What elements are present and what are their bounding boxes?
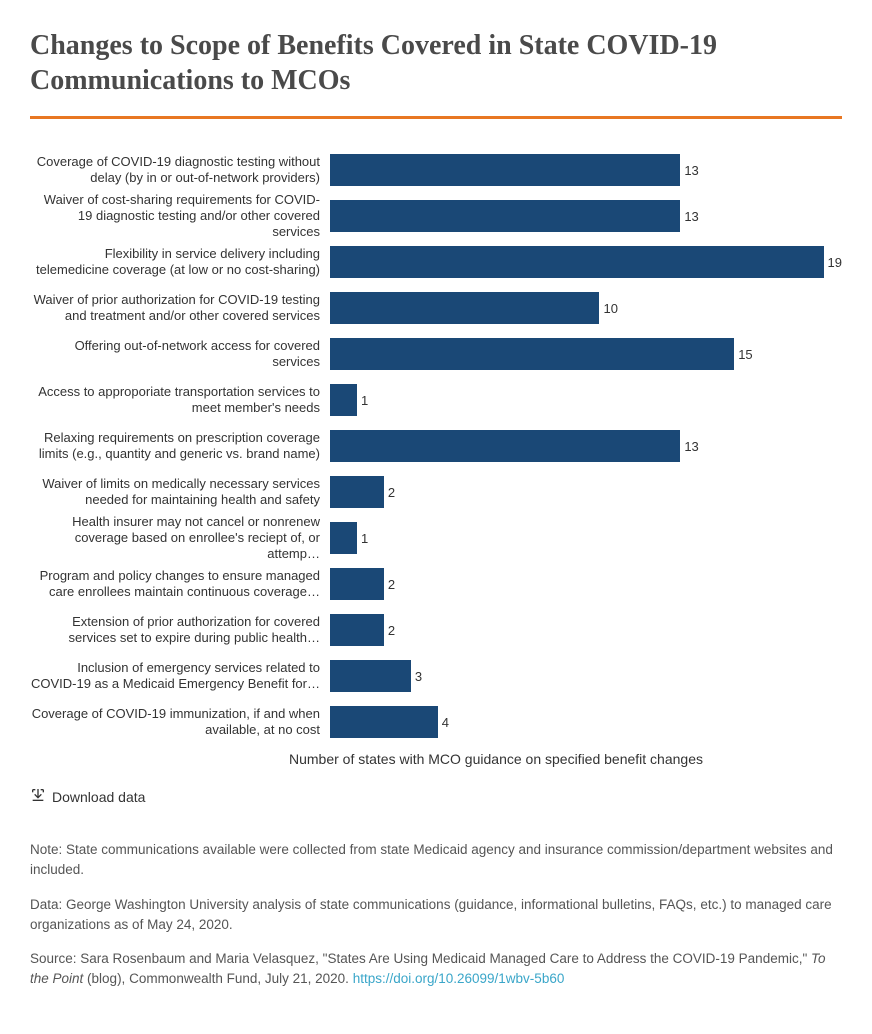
chart-row: Offering out-of-network access for cover… <box>30 331 842 377</box>
chart-row: Extension of prior authorization for cov… <box>30 607 842 653</box>
bar-area: 2 <box>330 469 842 515</box>
chart-row: Program and policy changes to ensure man… <box>30 561 842 607</box>
chart-row: Waiver of prior authorization for COVID-… <box>30 285 842 331</box>
row-label: Inclusion of emergency services related … <box>30 660 330 693</box>
bar-area: 2 <box>330 607 842 653</box>
chart-row: Coverage of COVID-19 immunization, if an… <box>30 699 842 745</box>
bar-area: 1 <box>330 377 842 423</box>
source-text: Source: Sara Rosenbaum and Maria Velasqu… <box>30 949 842 990</box>
accent-rule <box>30 116 842 119</box>
chart-row: Access to approporiate transportation se… <box>30 377 842 423</box>
value-label: 13 <box>684 209 698 224</box>
bar-area: 4 <box>330 699 842 745</box>
row-label: Flexibility in service delivery includin… <box>30 246 330 279</box>
download-data-button[interactable]: Download data <box>30 787 145 806</box>
x-axis-title: Number of states with MCO guidance on sp… <box>30 751 842 767</box>
bar <box>330 476 384 508</box>
bar-area: 19 <box>330 239 842 285</box>
value-label: 10 <box>603 301 617 316</box>
row-label: Relaxing requirements on prescription co… <box>30 430 330 463</box>
value-label: 13 <box>684 439 698 454</box>
bar <box>330 292 599 324</box>
row-label: Extension of prior authorization for cov… <box>30 614 330 647</box>
value-label: 1 <box>361 393 368 408</box>
bar-area: 10 <box>330 285 842 331</box>
chart-row: Waiver of limits on medically necessary … <box>30 469 842 515</box>
value-label: 15 <box>738 347 752 362</box>
bar <box>330 660 411 692</box>
bar <box>330 384 357 416</box>
note-text: Note: State communications available wer… <box>30 840 842 881</box>
row-label: Health insurer may not cancel or nonrene… <box>30 514 330 563</box>
chart-title: Changes to Scope of Benefits Covered in … <box>30 28 842 98</box>
chart-row: Relaxing requirements on prescription co… <box>30 423 842 469</box>
bar <box>330 568 384 600</box>
row-label: Waiver of limits on medically necessary … <box>30 476 330 509</box>
source-suffix: (blog), Commonwealth Fund, July 21, 2020… <box>83 971 352 986</box>
data-text: Data: George Washington University analy… <box>30 895 842 936</box>
source-prefix: Source: Sara Rosenbaum and Maria Velasqu… <box>30 951 811 966</box>
value-label: 2 <box>388 577 395 592</box>
chart-row: Flexibility in service delivery includin… <box>30 239 842 285</box>
bar <box>330 522 357 554</box>
footnotes: Note: State communications available wer… <box>30 840 842 990</box>
bar-chart: Coverage of COVID-19 diagnostic testing … <box>30 147 842 745</box>
bar-area: 3 <box>330 653 842 699</box>
row-label: Program and policy changes to ensure man… <box>30 568 330 601</box>
row-label: Coverage of COVID-19 immunization, if an… <box>30 706 330 739</box>
value-label: 2 <box>388 623 395 638</box>
chart-row: Inclusion of emergency services related … <box>30 653 842 699</box>
bar <box>330 246 824 278</box>
value-label: 1 <box>361 531 368 546</box>
value-label: 3 <box>415 669 422 684</box>
row-label: Waiver of prior authorization for COVID-… <box>30 292 330 325</box>
bar <box>330 154 680 186</box>
download-icon <box>30 787 46 806</box>
bar <box>330 430 680 462</box>
download-label: Download data <box>52 789 145 805</box>
source-link[interactable]: https://doi.org/10.26099/1wbv-5b60 <box>353 971 565 986</box>
bar <box>330 338 734 370</box>
bar-area: 13 <box>330 147 842 193</box>
row-label: Access to approporiate transportation se… <box>30 384 330 417</box>
bar-area: 15 <box>330 331 842 377</box>
row-label: Waiver of cost-sharing requirements for … <box>30 192 330 241</box>
value-label: 4 <box>442 715 449 730</box>
value-label: 2 <box>388 485 395 500</box>
chart-row: Health insurer may not cancel or nonrene… <box>30 515 842 561</box>
bar-area: 13 <box>330 193 842 239</box>
row-label: Coverage of COVID-19 diagnostic testing … <box>30 154 330 187</box>
chart-row: Waiver of cost-sharing requirements for … <box>30 193 842 239</box>
row-label: Offering out-of-network access for cover… <box>30 338 330 371</box>
value-label: 19 <box>828 255 842 270</box>
bar <box>330 200 680 232</box>
value-label: 13 <box>684 163 698 178</box>
bar-area: 1 <box>330 515 842 561</box>
bar-area: 13 <box>330 423 842 469</box>
chart-row: Coverage of COVID-19 diagnostic testing … <box>30 147 842 193</box>
bar-area: 2 <box>330 561 842 607</box>
bar <box>330 614 384 646</box>
bar <box>330 706 438 738</box>
